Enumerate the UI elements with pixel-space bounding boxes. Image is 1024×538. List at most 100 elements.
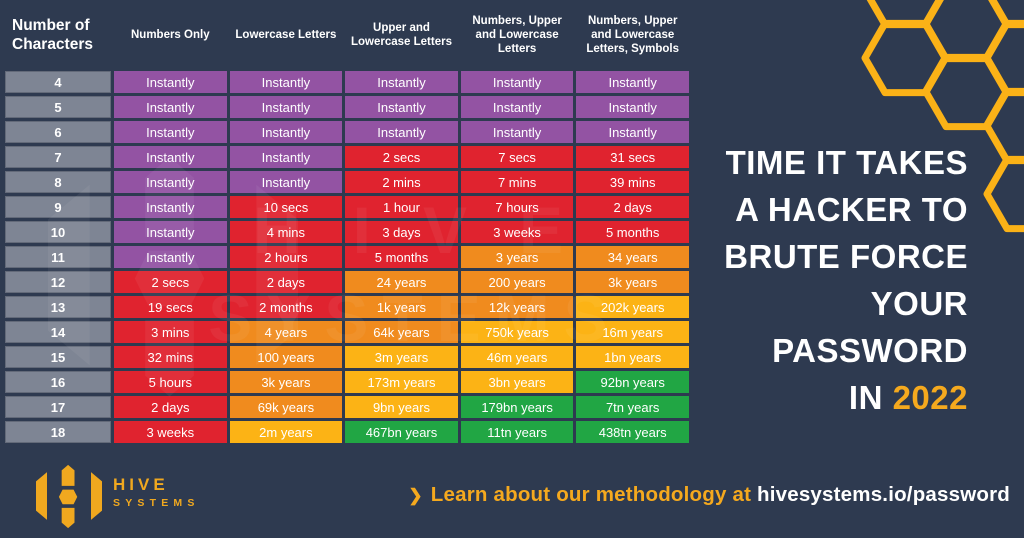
row-label-cell: 8 — [5, 171, 111, 193]
table-cell: 10 secs — [229, 196, 343, 218]
table-cell: 2 days — [576, 196, 689, 218]
table-cell: Instantly — [229, 146, 343, 168]
table-cell: Instantly — [229, 71, 343, 93]
headline-line: PASSWORD — [772, 332, 968, 369]
table-cell: Instantly — [229, 171, 343, 193]
table-cell: 16m years — [576, 321, 689, 343]
table-cell: Instantly — [229, 121, 343, 143]
table-cell: 3k years — [576, 271, 689, 293]
hexagon-outline — [988, 0, 1024, 29]
hexagon-outline — [861, 19, 949, 97]
table-cell: Instantly — [460, 96, 574, 118]
table-cell: 2 secs — [345, 146, 458, 168]
chevron-right-icon: ❯ — [408, 486, 423, 505]
table-cell: 46m years — [460, 346, 574, 368]
hexagon-outline — [983, 155, 1024, 233]
hexagon-outline — [866, 0, 944, 29]
table-cell: Instantly — [114, 71, 227, 93]
row-label-cell: 10 — [5, 221, 111, 243]
row-label-cell: 15 — [5, 346, 111, 368]
logo-bottom-bar — [61, 507, 75, 529]
row-label-cell: 17 — [5, 396, 111, 418]
table-cell: 1 hour — [345, 196, 458, 218]
headline-line-prefix: IN — [848, 379, 893, 416]
table-cell: Instantly — [576, 121, 689, 143]
table-cell: 32 mins — [114, 346, 227, 368]
table-cell: Instantly — [345, 96, 458, 118]
table-cell: 3bn years — [460, 371, 574, 393]
row-label-cell: 4 — [5, 71, 111, 93]
table-cell: Instantly — [345, 71, 458, 93]
table-cell: Instantly — [229, 96, 343, 118]
table-cell: 24 years — [345, 271, 458, 293]
row-label-cell: 16 — [5, 371, 111, 393]
header-cell: Numbers Only — [130, 29, 210, 42]
table-cell: 3 weeks — [114, 421, 227, 443]
row-label-cell: 14 — [5, 321, 111, 343]
table-cell: Instantly — [576, 96, 689, 118]
table-cell: 4 mins — [229, 221, 343, 243]
table-cell: Instantly — [114, 96, 227, 118]
table-cell: 92bn years — [576, 371, 689, 393]
table-cell: 7 secs — [460, 146, 574, 168]
header-cell: Numbers, Upper and Lowercase Letters — [472, 15, 562, 55]
hexagon-outline — [983, 87, 1024, 165]
table-cell: 5 months — [576, 221, 689, 243]
table-cell: 7tn years — [576, 396, 689, 418]
cta-link-url[interactable]: hivesystems.io/password — [757, 483, 1010, 506]
logo-center-hexagon — [58, 489, 78, 505]
table-cell: 2 days — [229, 271, 343, 293]
table-cell: 750k years — [460, 321, 574, 343]
logo-right-bar — [91, 472, 102, 520]
table-cell: 467bn years — [345, 421, 458, 443]
headline-line: A HACKER TO — [735, 191, 968, 228]
table-cell: Instantly — [114, 171, 227, 193]
table-cell: 3 weeks — [460, 221, 574, 243]
table-cell: 5 months — [345, 246, 458, 268]
headline-line: TIME IT TAKES — [725, 144, 968, 181]
header-cell: Lowercase Letters — [235, 29, 337, 42]
table-cell: 12k years — [460, 296, 574, 318]
headline-year: 2022 — [892, 379, 968, 416]
logo-subname: SYSTEMS — [113, 497, 200, 509]
table-cell: Instantly — [576, 71, 689, 93]
table-cell: 3 years — [460, 246, 574, 268]
row-label-cell: 6 — [5, 121, 111, 143]
headline: TIME IT TAKES A HACKER TO BRUTE FORCE YOUR P… — [724, 139, 968, 421]
row-label-cell: 9 — [5, 196, 111, 218]
table-cell: Instantly — [114, 196, 227, 218]
hexagon-outline — [922, 53, 1010, 131]
table-cell: 200 years — [460, 271, 574, 293]
table-cell: 2 days — [114, 396, 227, 418]
table-cell: 2 secs — [114, 271, 227, 293]
table-cell: 2 hours — [229, 246, 343, 268]
table-cell: 3 days — [345, 221, 458, 243]
table-cell: 3k years — [229, 371, 343, 393]
table-cell: 31 secs — [576, 146, 689, 168]
headline-line: YOUR — [870, 285, 968, 322]
table-cell: Instantly — [114, 146, 227, 168]
table-cell: 5 hours — [114, 371, 227, 393]
table-cell: 202k years — [576, 296, 689, 318]
table-cell: 3m years — [345, 346, 458, 368]
table-cell: 2 months — [229, 296, 343, 318]
headline-line: BRUTE FORCE — [724, 238, 968, 275]
headline-line: IN 2022 — [724, 374, 968, 421]
table-cell: 34 years — [576, 246, 689, 268]
table-cell: 7 mins — [460, 171, 574, 193]
row-label-cell: 12 — [5, 271, 111, 293]
table-cell: Instantly — [345, 121, 458, 143]
row-label-cell: 5 — [5, 96, 111, 118]
password-time-table: Number of Characters Numbers Only Lowercas… — [5, 4, 689, 443]
table-cell: 1bn years — [576, 346, 689, 368]
table-cell: 19 secs — [114, 296, 227, 318]
cta-text: Learn about our methodology at — [430, 483, 758, 506]
header-cell: Number of Characters — [12, 17, 93, 53]
methodology-cta: ❯ Learn about our methodology at hivesyst… — [408, 483, 1010, 507]
row-label-cell: 13 — [5, 296, 111, 318]
table-cell: 64k years — [345, 321, 458, 343]
table-cell: 39 mins — [576, 171, 689, 193]
table-cell: Instantly — [114, 246, 227, 268]
header-cell: Numbers, Upper and Lowercase Letters, Sy… — [586, 15, 680, 55]
